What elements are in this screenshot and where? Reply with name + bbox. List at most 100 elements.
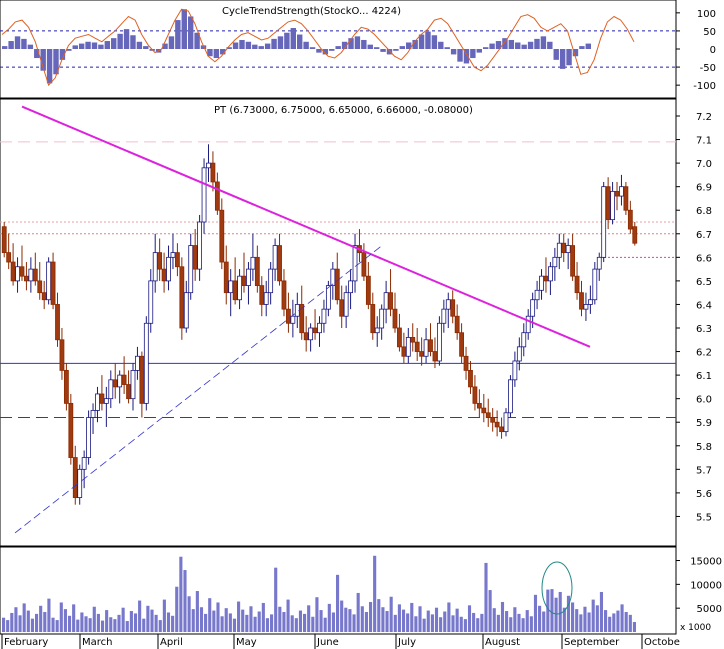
volume-bar bbox=[72, 604, 76, 632]
volume-bar bbox=[509, 617, 513, 632]
volume-bar bbox=[364, 611, 368, 632]
volume-bar bbox=[22, 603, 26, 632]
indicator-bar bbox=[111, 38, 117, 49]
month-label: May bbox=[236, 637, 257, 648]
volume-bar bbox=[166, 612, 171, 632]
indicator-bar bbox=[226, 47, 232, 49]
volume-bar bbox=[439, 617, 443, 632]
volume-bar bbox=[261, 602, 265, 632]
candle-body bbox=[90, 410, 96, 418]
volume-bar bbox=[447, 602, 451, 632]
month-label: February bbox=[4, 637, 48, 648]
candle-body bbox=[197, 221, 203, 270]
price-trendlines bbox=[14, 105, 591, 534]
candle-body bbox=[512, 360, 518, 381]
candle-body bbox=[228, 280, 234, 294]
candle-body bbox=[388, 292, 393, 310]
indicator-bar bbox=[175, 20, 181, 49]
candle-body bbox=[485, 412, 491, 418]
volume-bar bbox=[389, 596, 393, 632]
price-tick-label: 5.5 bbox=[696, 512, 712, 523]
volume-bar bbox=[191, 609, 195, 632]
volume-bar bbox=[525, 610, 529, 632]
candle-body bbox=[41, 292, 47, 301]
volume-bar bbox=[430, 614, 434, 632]
candle-body bbox=[130, 369, 136, 400]
volume-bar bbox=[294, 618, 298, 632]
volume-bar bbox=[484, 562, 488, 632]
indicator-oscillator-line bbox=[1, 8, 635, 87]
candle-body bbox=[188, 245, 194, 294]
volume-bar bbox=[47, 598, 51, 632]
volume-bar bbox=[257, 611, 261, 632]
candle-body bbox=[574, 275, 580, 294]
volume-bar bbox=[14, 607, 18, 632]
volume-bar bbox=[249, 606, 253, 632]
candle-body bbox=[521, 332, 527, 348]
volume-bar bbox=[327, 603, 331, 632]
indicator-bar bbox=[53, 49, 59, 75]
candle-body bbox=[534, 289, 540, 301]
candle-body bbox=[392, 308, 398, 329]
candle-body bbox=[286, 308, 291, 324]
indicator-bar bbox=[450, 49, 457, 55]
volume-bar bbox=[265, 618, 270, 632]
candle-body bbox=[370, 304, 376, 334]
candle-body bbox=[152, 252, 158, 282]
candle-body bbox=[95, 393, 100, 411]
candle-body bbox=[46, 261, 52, 301]
indicator-bar bbox=[207, 49, 213, 57]
indicator-bar bbox=[412, 39, 418, 49]
volume-bar bbox=[472, 612, 476, 632]
indicator-bar bbox=[386, 49, 393, 55]
indicator-line bbox=[1, 8, 635, 87]
price-tick-label: 7.0 bbox=[696, 159, 712, 170]
volume-bar bbox=[558, 591, 562, 632]
volume-bar bbox=[566, 595, 571, 632]
indicator-bar bbox=[559, 49, 566, 69]
price-tick-label: 6.7 bbox=[696, 230, 712, 241]
volume-bar bbox=[624, 611, 628, 632]
candle-body bbox=[148, 280, 154, 324]
volume-bar bbox=[307, 605, 311, 632]
indicator-bar bbox=[418, 34, 425, 49]
candle-body bbox=[472, 386, 478, 404]
volume-bar bbox=[146, 605, 150, 632]
candle-body bbox=[508, 379, 513, 414]
volume-bar bbox=[138, 600, 142, 632]
volume-bar bbox=[533, 594, 538, 632]
volume-bar bbox=[220, 616, 224, 632]
indicator-bar bbox=[297, 34, 303, 49]
volume-bar bbox=[59, 602, 63, 632]
candle-body bbox=[161, 268, 167, 282]
candle-body bbox=[232, 280, 238, 301]
volume-bar bbox=[100, 620, 105, 632]
month-label: July bbox=[397, 637, 416, 648]
candle-body bbox=[499, 426, 504, 433]
volume-bar bbox=[562, 607, 566, 632]
indicator-bar bbox=[341, 41, 348, 49]
indicator-bar bbox=[290, 28, 296, 49]
volume-bar bbox=[554, 597, 558, 632]
month-label: April bbox=[160, 637, 183, 648]
volume-bar bbox=[608, 616, 612, 632]
indicator-bar bbox=[239, 39, 245, 49]
indicator-gridlines bbox=[0, 30, 676, 68]
candle-body bbox=[432, 351, 438, 362]
volume-bar bbox=[591, 599, 595, 632]
volume-bar bbox=[612, 613, 616, 632]
month-x-axis: February March April May June July August Septe… bbox=[1, 634, 680, 649]
price-tick-label: 5.6 bbox=[696, 489, 712, 500]
month-label: September bbox=[564, 637, 620, 648]
volume-bar bbox=[604, 610, 608, 632]
volume-bar bbox=[26, 610, 30, 632]
candle-body bbox=[1, 226, 7, 254]
candle-body bbox=[450, 299, 456, 317]
trendline-support bbox=[14, 245, 383, 534]
volume-bar bbox=[109, 617, 113, 632]
indicator-bar bbox=[98, 44, 104, 49]
indicator-bar bbox=[66, 49, 72, 51]
candle-body bbox=[59, 339, 65, 371]
indicator-bar bbox=[444, 47, 450, 49]
indicator-tick-label: 100 bbox=[697, 9, 716, 20]
